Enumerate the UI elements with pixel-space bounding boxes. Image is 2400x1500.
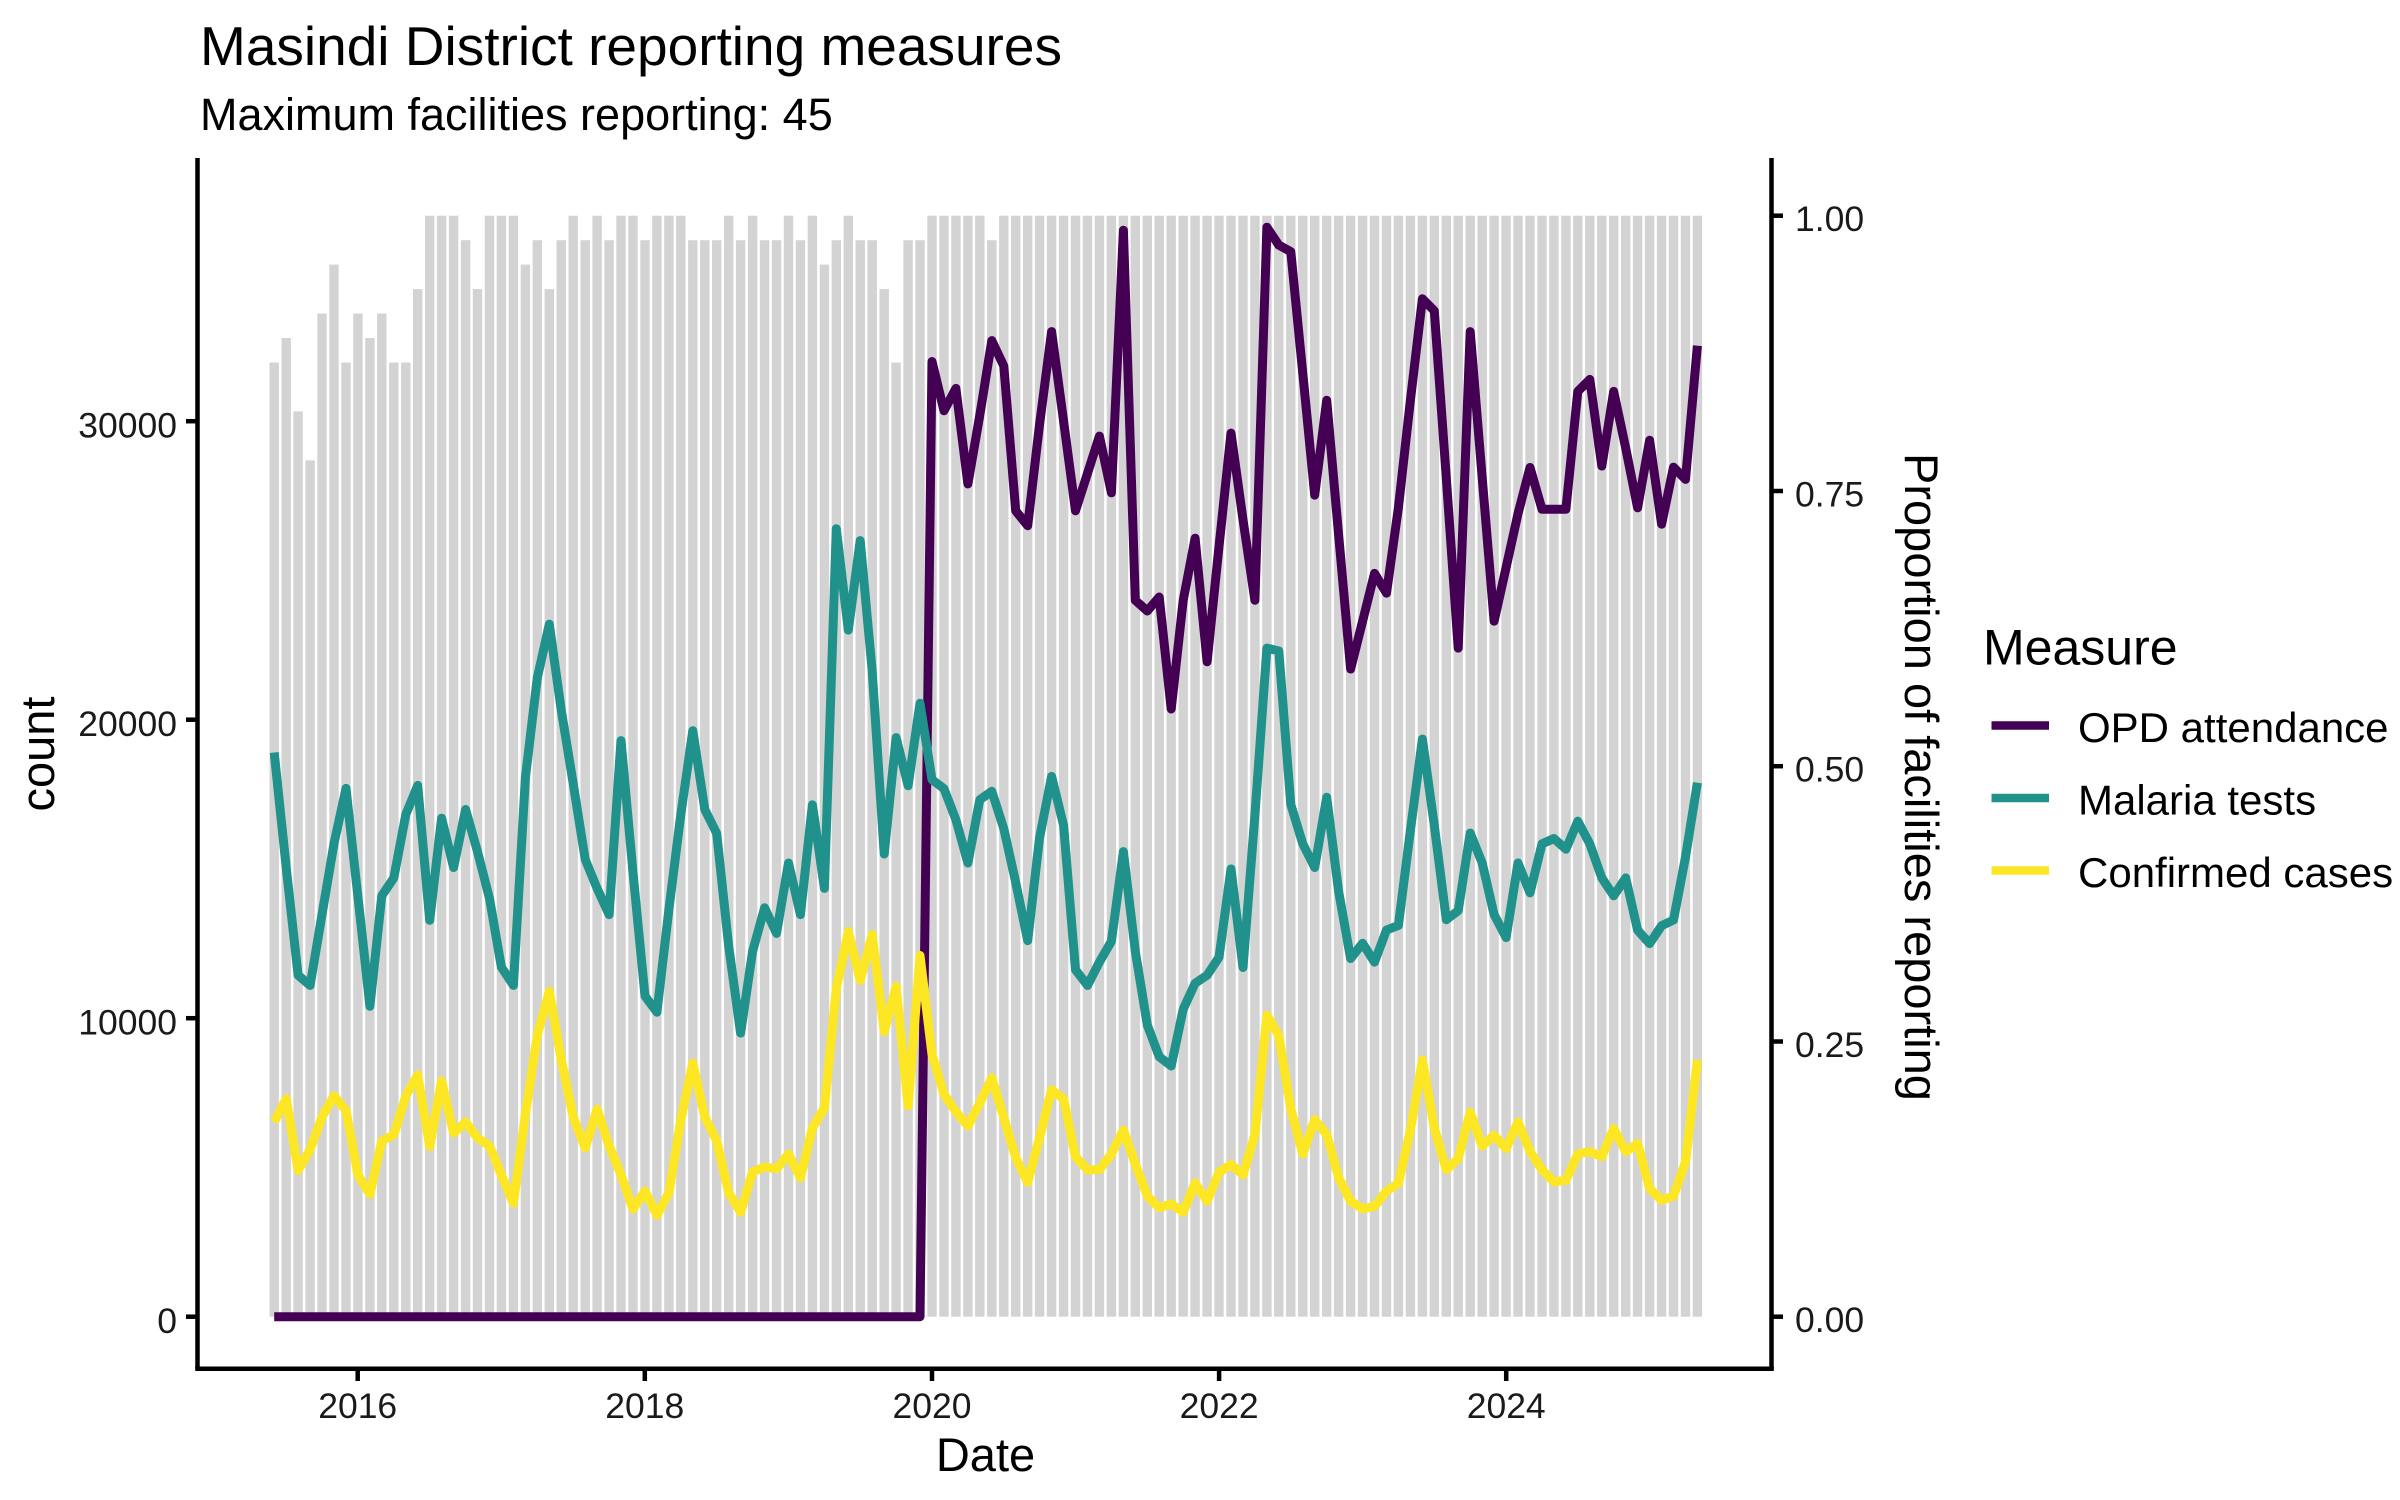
svg-text:Proportion of facilities repor: Proportion of facilities reporting [1895, 453, 1948, 1101]
svg-text:30000: 30000 [78, 406, 177, 446]
svg-text:0.75: 0.75 [1795, 475, 1864, 515]
svg-text:2024: 2024 [1467, 1386, 1546, 1426]
svg-text:Malaria tests: Malaria tests [2078, 777, 2316, 824]
svg-text:20000: 20000 [78, 704, 177, 744]
svg-text:2018: 2018 [605, 1386, 684, 1426]
svg-text:0.50: 0.50 [1795, 750, 1864, 790]
svg-text:Date: Date [936, 1428, 1035, 1481]
svg-text:OPD attendance: OPD attendance [2078, 704, 2389, 751]
svg-text:0: 0 [157, 1301, 177, 1341]
svg-text:2020: 2020 [893, 1386, 972, 1426]
svg-text:Measure: Measure [1983, 620, 2178, 676]
svg-text:2022: 2022 [1180, 1386, 1259, 1426]
svg-text:0.25: 0.25 [1795, 1025, 1864, 1065]
svg-text:Confirmed cases: Confirmed cases [2078, 849, 2393, 896]
svg-text:2016: 2016 [318, 1386, 397, 1426]
svg-text:Maximum facilities reporting:: Maximum facilities reporting: 45 [200, 89, 833, 140]
svg-text:10000: 10000 [78, 1003, 177, 1043]
svg-text:count: count [11, 697, 64, 812]
svg-text:Masindi District reporting mea: Masindi District reporting measures [200, 15, 1062, 77]
svg-text:1.00: 1.00 [1795, 199, 1864, 239]
svg-text:0.00: 0.00 [1795, 1300, 1864, 1340]
